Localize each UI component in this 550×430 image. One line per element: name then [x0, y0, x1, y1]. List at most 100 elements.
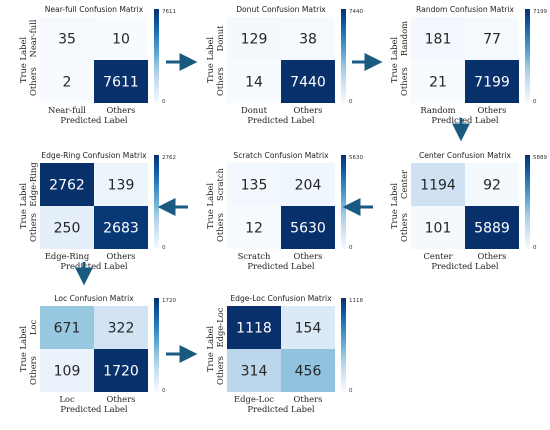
y-axis-label: True Label: [389, 183, 399, 229]
cell-value: 35: [58, 32, 76, 48]
cell-value: 7611: [103, 75, 139, 91]
y-tick-label: Others: [28, 67, 38, 96]
y-tick-label: Edge-Loc: [215, 307, 225, 347]
y-tick-label: Others: [28, 356, 38, 385]
matrix-cell: [227, 206, 281, 249]
matrix-cell: [94, 163, 148, 206]
colorbar-max-label: 1118: [349, 298, 363, 304]
x-axis-label: Predicted Label: [247, 261, 315, 271]
y-tick-label: Others: [399, 67, 409, 96]
matrix-cell: [227, 349, 281, 392]
x-tick-label: Loc: [59, 394, 75, 404]
colorbar-min-label: 0: [533, 245, 537, 251]
colorbar: [154, 298, 159, 392]
y-axis-label: True Label: [205, 183, 215, 229]
confusion-matrix-panel: Near-full Confusion Matrix 35 10 2 7611 Near-…: [18, 5, 176, 125]
y-tick-label: Others: [215, 213, 225, 242]
matrix-cell: [281, 17, 335, 60]
colorbar: [154, 9, 159, 103]
y-tick-label: Others: [215, 356, 225, 385]
x-axis-label: Predicted Label: [60, 404, 128, 414]
y-axis-label: True Label: [205, 326, 215, 372]
cell-value: 1118: [236, 321, 272, 337]
y-tick-label: Near-full: [28, 19, 38, 57]
colorbar-min-label: 0: [349, 99, 353, 105]
colorbar-min-label: 0: [162, 245, 166, 251]
x-tick-label: Others: [107, 105, 136, 115]
cell-value: 2: [63, 75, 72, 91]
matrix-cell: [94, 349, 148, 392]
y-tick-label: Donut: [215, 25, 225, 52]
matrix-title: Edge-Loc Confusion Matrix: [230, 294, 332, 303]
x-axis-label: Predicted Label: [247, 404, 315, 414]
colorbar-max-label: 7611: [162, 9, 176, 15]
matrix-cell: [40, 17, 94, 60]
matrix-title: Edge-Ring Confusion Matrix: [41, 151, 147, 160]
cell-value: 7199: [474, 75, 510, 91]
matrix-cell: [411, 163, 465, 206]
matrix-cell: [465, 206, 519, 249]
confusion-matrix-panel: Edge-Loc Confusion Matrix 1118 154 314 456 Ed…: [205, 294, 363, 414]
colorbar-max-label: 7199: [533, 9, 547, 15]
cell-value: 2683: [103, 221, 139, 237]
x-axis-label: Predicted Label: [431, 115, 499, 125]
matrix-cell: [411, 17, 465, 60]
y-tick-label: Center: [399, 170, 409, 199]
y-tick-label: Random: [399, 21, 409, 56]
cell-value: 322: [108, 321, 135, 337]
x-tick-label: Center: [423, 251, 452, 261]
colorbar-max-label: 7440: [349, 9, 363, 15]
matrix-cell: [40, 60, 94, 103]
x-tick-label: Scratch: [238, 251, 271, 261]
confusion-matrix-panel: Scratch Confusion Matrix 135 204 12 5630 Scra…: [205, 151, 363, 271]
matrix-cell: [94, 60, 148, 103]
cell-value: 92: [483, 178, 501, 194]
matrix-title: Center Confusion Matrix: [419, 151, 512, 160]
colorbar: [525, 9, 530, 103]
colorbar-max-label: 5630: [349, 155, 363, 161]
colorbar-min-label: 0: [349, 388, 353, 394]
matrix-cell: [94, 306, 148, 349]
cell-value: 21: [429, 75, 447, 91]
cell-value: 7440: [290, 75, 326, 91]
y-tick-label: Others: [28, 213, 38, 242]
y-tick-label: Loc: [28, 320, 38, 336]
cell-value: 1720: [103, 364, 139, 380]
matrix-cell: [281, 306, 335, 349]
matrix-cell: [411, 206, 465, 249]
cell-value: 314: [241, 364, 268, 380]
matrix-cell: [227, 306, 281, 349]
matrix-cell: [227, 163, 281, 206]
matrix-cell: [40, 163, 94, 206]
cell-value: 204: [295, 178, 322, 194]
x-tick-label: Edge-Loc: [234, 394, 274, 404]
cell-value: 101: [425, 221, 452, 237]
confusion-matrix-panel: Edge-Ring Confusion Matrix 2762 139 250 2683…: [18, 151, 176, 271]
x-tick-label: Others: [294, 394, 323, 404]
matrix-cell: [94, 206, 148, 249]
x-tick-label: Near-full: [48, 105, 86, 115]
colorbar-max-label: 2762: [162, 155, 176, 161]
colorbar-max-label: 1720: [162, 298, 176, 304]
matrix-cell: [40, 206, 94, 249]
x-tick-label: Random: [420, 105, 455, 115]
y-tick-label: Scratch: [215, 167, 225, 200]
confusion-matrix-panel: Random Confusion Matrix 181 77 21 7199 Random…: [389, 5, 547, 125]
colorbar-max-label: 5889: [533, 155, 547, 161]
matrix-title: Donut Confusion Matrix: [236, 5, 326, 14]
y-tick-label: Edge-Ring: [28, 162, 38, 207]
cell-value: 2762: [49, 178, 85, 194]
colorbar: [341, 155, 346, 249]
cell-value: 456: [295, 364, 322, 380]
cell-value: 38: [299, 32, 317, 48]
y-axis-label: True Label: [18, 37, 28, 83]
matrix-cell: [465, 60, 519, 103]
cell-value: 139: [108, 178, 135, 194]
cell-value: 135: [241, 178, 268, 194]
x-tick-label: Donut: [241, 105, 268, 115]
colorbar-min-label: 0: [162, 388, 166, 394]
y-tick-label: Others: [215, 67, 225, 96]
x-tick-label: Others: [478, 251, 507, 261]
matrix-title: Loc Confusion Matrix: [54, 294, 134, 303]
cell-value: 250: [54, 221, 81, 237]
